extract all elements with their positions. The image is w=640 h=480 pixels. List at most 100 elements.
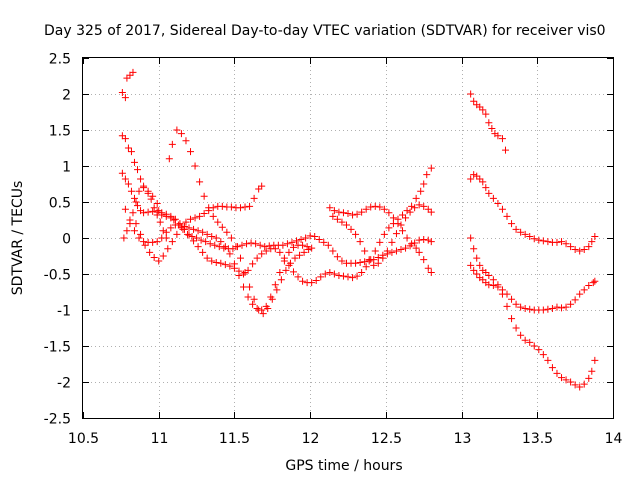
data-point bbox=[408, 202, 416, 210]
data-point bbox=[256, 241, 264, 249]
data-point bbox=[333, 215, 341, 223]
data-point bbox=[129, 209, 137, 217]
data-point bbox=[315, 235, 323, 243]
data-point bbox=[209, 204, 217, 212]
data-point bbox=[249, 300, 257, 308]
data-point bbox=[385, 224, 393, 232]
data-point bbox=[146, 248, 154, 256]
data-point bbox=[297, 235, 305, 243]
data-point bbox=[227, 203, 235, 211]
data-point bbox=[302, 234, 310, 242]
data-point bbox=[280, 257, 288, 265]
data-point bbox=[271, 281, 279, 289]
data-point bbox=[203, 230, 211, 238]
x-tick-label: 14 bbox=[605, 431, 623, 447]
data-point bbox=[311, 233, 319, 241]
data-point bbox=[526, 338, 534, 346]
data-point bbox=[403, 234, 411, 242]
data-point bbox=[285, 248, 293, 256]
data-points bbox=[118, 68, 599, 391]
data-point bbox=[470, 97, 478, 105]
data-point bbox=[544, 356, 552, 364]
data-point bbox=[129, 68, 137, 76]
data-point bbox=[140, 238, 148, 246]
data-point bbox=[135, 187, 143, 195]
data-point bbox=[558, 238, 566, 246]
data-point bbox=[187, 215, 195, 223]
data-point bbox=[470, 266, 478, 274]
data-point bbox=[479, 178, 487, 186]
data-point bbox=[356, 258, 364, 266]
data-point bbox=[262, 247, 270, 255]
data-point bbox=[580, 380, 588, 388]
data-point bbox=[353, 210, 361, 218]
data-point bbox=[221, 243, 229, 251]
y-tick-label: -2 bbox=[57, 376, 71, 392]
x-tick-label: 13.5 bbox=[522, 431, 553, 447]
data-point bbox=[255, 185, 263, 193]
data-point bbox=[232, 243, 240, 251]
data-point bbox=[356, 238, 364, 246]
data-point bbox=[312, 276, 320, 284]
data-point bbox=[220, 244, 228, 252]
data-point bbox=[196, 178, 204, 186]
data-point bbox=[223, 228, 231, 236]
data-point bbox=[567, 243, 575, 251]
data-point bbox=[494, 132, 502, 140]
data-point bbox=[321, 270, 329, 278]
y-tick-label: 2.5 bbox=[49, 52, 71, 68]
data-point bbox=[123, 74, 131, 82]
data-point bbox=[253, 305, 261, 313]
data-point bbox=[296, 251, 304, 259]
data-point bbox=[273, 286, 281, 294]
chart-title: Day 325 of 2017, Sidereal Day-to-day VTE… bbox=[44, 23, 606, 39]
data-point bbox=[291, 254, 299, 262]
data-point bbox=[259, 310, 267, 318]
data-point bbox=[120, 234, 128, 242]
data-point bbox=[379, 254, 387, 262]
data-point bbox=[489, 276, 497, 284]
data-point bbox=[130, 158, 138, 166]
data-point bbox=[530, 235, 538, 243]
data-point bbox=[226, 262, 234, 270]
data-point bbox=[585, 282, 593, 290]
data-point bbox=[392, 230, 400, 238]
data-point bbox=[411, 204, 419, 212]
data-point bbox=[288, 238, 296, 246]
data-point bbox=[530, 342, 538, 350]
y-tick-label: 2 bbox=[62, 88, 71, 104]
data-point bbox=[214, 218, 222, 226]
data-point bbox=[226, 250, 234, 258]
data-point bbox=[246, 283, 254, 291]
data-point bbox=[352, 230, 360, 238]
data-point bbox=[330, 207, 338, 215]
data-point bbox=[305, 246, 313, 254]
data-point bbox=[262, 302, 270, 310]
data-point bbox=[485, 119, 493, 127]
data-point bbox=[130, 227, 138, 235]
data-point bbox=[155, 257, 163, 265]
data-point bbox=[424, 236, 432, 244]
data-point bbox=[470, 245, 478, 253]
data-point bbox=[212, 234, 220, 242]
data-point bbox=[467, 234, 475, 242]
data-point bbox=[512, 324, 520, 332]
data-point bbox=[137, 230, 145, 238]
data-point bbox=[121, 135, 129, 143]
data-point bbox=[385, 209, 393, 217]
data-point bbox=[558, 304, 566, 312]
data-point bbox=[344, 273, 352, 281]
data-point bbox=[482, 110, 490, 118]
data-point bbox=[317, 273, 325, 281]
data-point bbox=[240, 270, 248, 278]
data-point bbox=[571, 381, 579, 389]
data-point bbox=[176, 221, 184, 229]
data-point bbox=[168, 140, 176, 148]
data-point bbox=[415, 248, 423, 256]
data-point bbox=[376, 238, 384, 246]
data-point bbox=[476, 261, 484, 269]
data-point bbox=[335, 208, 343, 216]
data-point bbox=[230, 260, 238, 268]
data-point bbox=[246, 202, 254, 210]
data-point bbox=[203, 254, 211, 262]
